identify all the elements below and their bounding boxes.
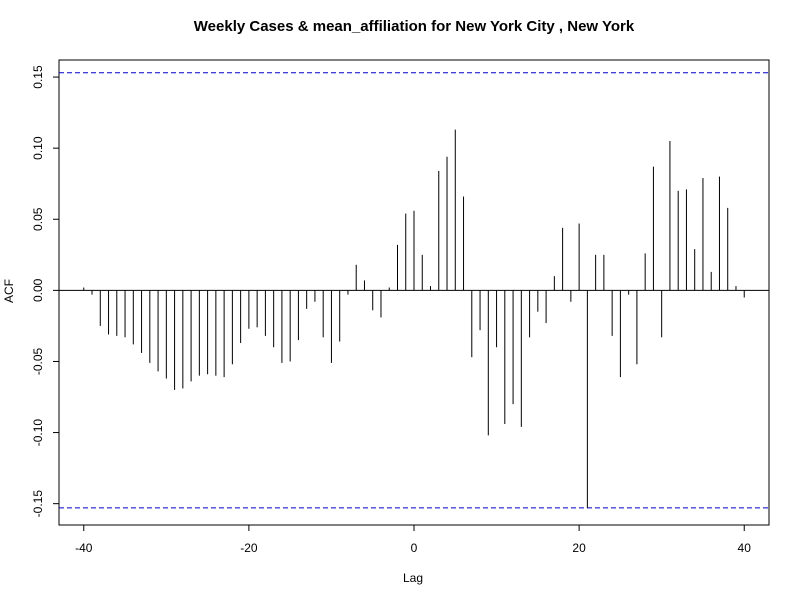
x-axis-label: Lag — [403, 571, 423, 585]
y-tick-label: 0.00 — [31, 278, 45, 302]
x-tick-label: 40 — [738, 541, 752, 555]
plot-area — [58, 59, 770, 526]
x-axis: -40 -20 0 20 40 — [75, 524, 752, 555]
y-tick-label: -0.10 — [31, 419, 45, 447]
y-tick-label: 0.10 — [31, 136, 45, 160]
y-tick-label: -0.05 — [31, 347, 45, 375]
x-tick-label: 0 — [411, 541, 418, 555]
x-tick-label: -40 — [75, 541, 93, 555]
x-tick-label: 20 — [572, 541, 586, 555]
y-tick-label: 0.05 — [31, 207, 45, 231]
y-axis-label: ACF — [2, 279, 16, 303]
x-tick-label: -20 — [240, 541, 258, 555]
plot-frame — [58, 59, 770, 526]
y-tick-label: 0.15 — [31, 65, 45, 89]
chart-title: Weekly Cases & mean_affiliation for New … — [194, 18, 635, 35]
y-tick-label: -0.15 — [31, 490, 45, 518]
y-axis: -0.15 -0.10 -0.05 0.00 0.05 0.10 0.15 — [31, 65, 59, 517]
